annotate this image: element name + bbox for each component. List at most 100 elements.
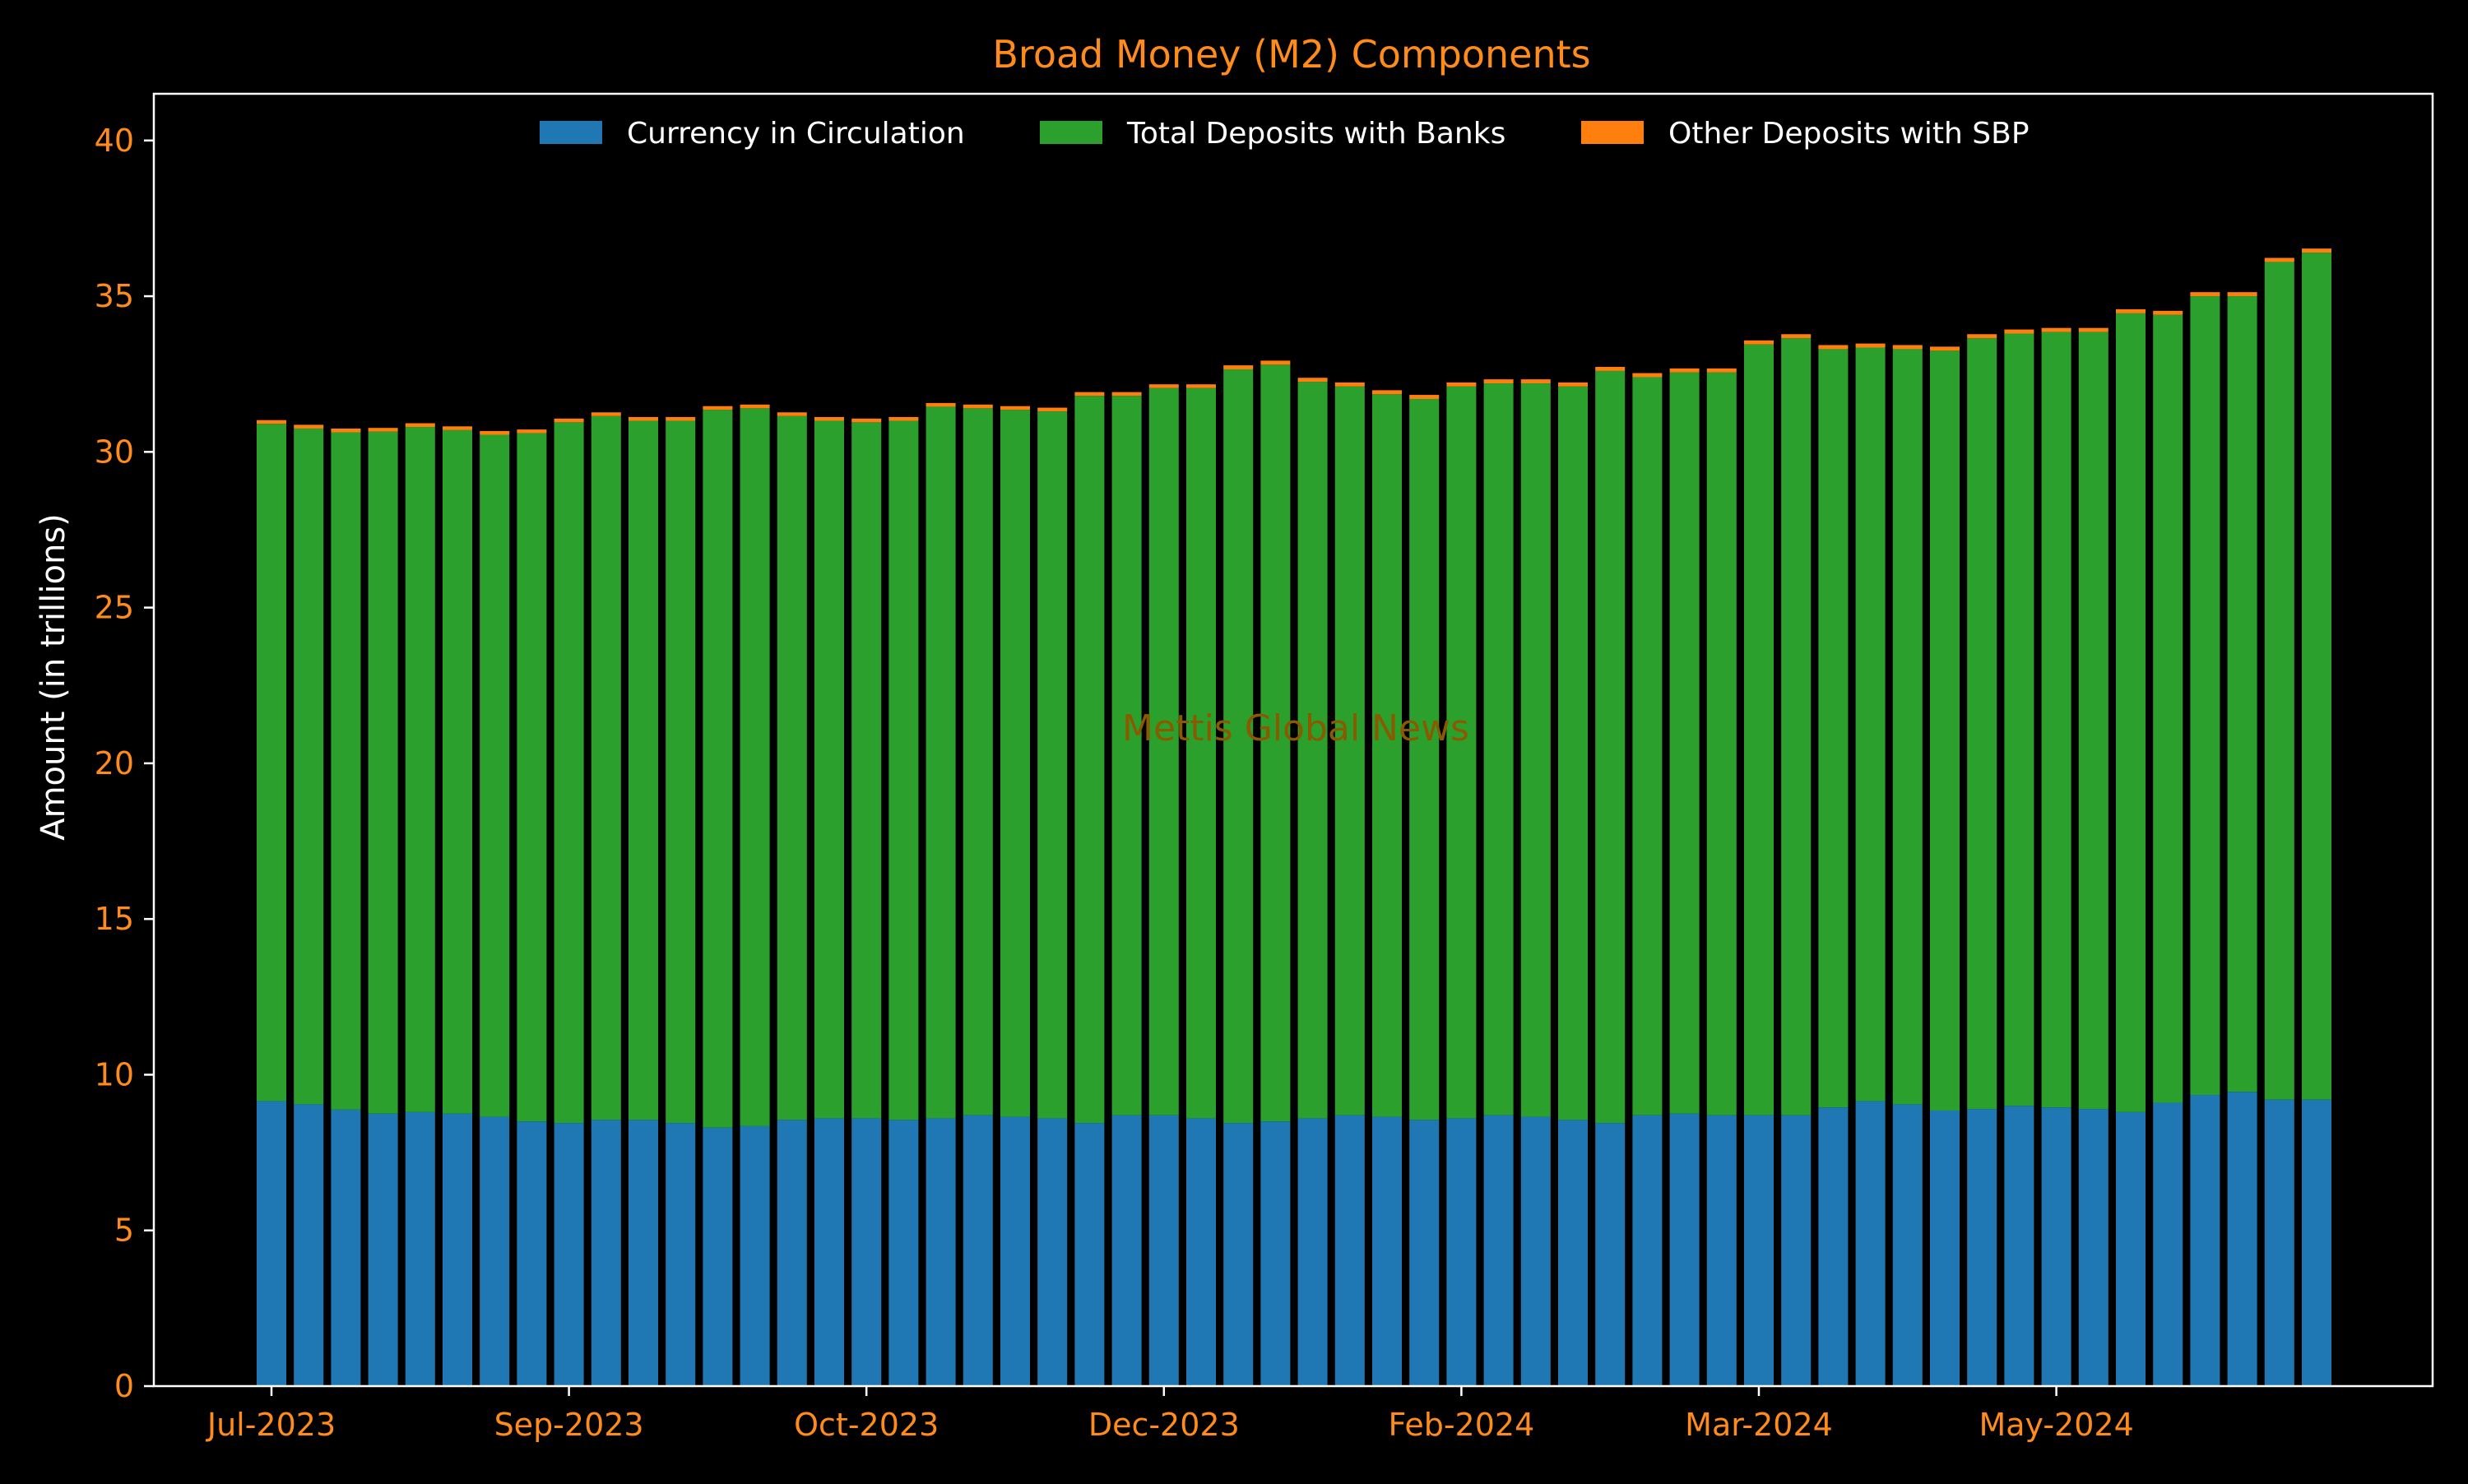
bar-segment-currency-5: [443, 1113, 472, 1386]
bar-segment-currency-27: [1260, 1121, 1291, 1386]
legend-label-deposits: Total Deposits with Banks: [1126, 117, 1505, 151]
bar-segment-other-sbp-54: [2264, 257, 2294, 262]
bar-segment-deposits-30: [1372, 394, 1402, 1117]
bar-segment-deposits-41: [1781, 338, 1812, 1115]
bar-segment-currency-30: [1372, 1116, 1402, 1386]
y-tick-label-10: 10: [95, 1056, 134, 1092]
bar-segment-deposits-11: [666, 420, 696, 1124]
bar-segment-currency-0: [257, 1101, 286, 1386]
y-axis-ticks: 0 5 10 15 20 25 30 35 40: [95, 123, 154, 1404]
y-tick-label-30: 30: [95, 434, 134, 470]
bar-segment-other-sbp-12: [703, 406, 733, 410]
bar-segment-currency-44: [1892, 1104, 1923, 1386]
bar-segment-other-sbp-7: [517, 429, 547, 434]
y-axis-label: Amount (in trillions): [35, 513, 72, 841]
bar-segment-other-sbp-18: [926, 402, 956, 407]
bar-segment-other-sbp-46: [1967, 334, 1997, 339]
bar-segment-currency-7: [517, 1121, 547, 1386]
bar-segment-other-sbp-52: [2190, 292, 2220, 297]
bar-segment-currency-31: [1409, 1120, 1440, 1386]
bar-segment-other-sbp-21: [1037, 407, 1068, 412]
bar-segment-currency-34: [1520, 1116, 1551, 1386]
bar-segment-deposits-33: [1483, 383, 1514, 1115]
bar-segment-deposits-35: [1558, 386, 1588, 1120]
bar-segment-other-sbp-27: [1260, 360, 1291, 365]
bar-segment-currency-3: [368, 1113, 398, 1386]
bar-segment-currency-24: [1148, 1115, 1179, 1386]
bar-segment-deposits-2: [331, 432, 361, 1110]
bar-segment-deposits-22: [1074, 396, 1105, 1124]
bar-segment-deposits-48: [2041, 332, 2071, 1108]
bar-segment-other-sbp-14: [777, 412, 807, 416]
bar-segment-currency-13: [740, 1125, 770, 1386]
bar-segment-currency-38: [1669, 1113, 1700, 1386]
bar-segment-deposits-8: [554, 422, 584, 1124]
bar-segment-currency-23: [1111, 1115, 1142, 1386]
bar-segment-currency-16: [851, 1118, 882, 1386]
bar-segment-currency-29: [1334, 1115, 1365, 1386]
bar-segment-other-sbp-5: [443, 426, 472, 430]
bar-segment-deposits-1: [294, 428, 324, 1105]
bar-segment-currency-41: [1781, 1115, 1812, 1386]
bar-segment-currency-28: [1297, 1118, 1328, 1386]
bar-segment-deposits-47: [2004, 333, 2034, 1106]
bar-segment-other-sbp-55: [2302, 248, 2331, 253]
bar-segment-currency-21: [1037, 1118, 1068, 1386]
bar-segment-deposits-37: [1632, 377, 1663, 1115]
bar-segment-other-sbp-42: [1818, 345, 1849, 350]
bar-segment-currency-22: [1074, 1123, 1105, 1386]
bar-segment-deposits-31: [1409, 398, 1440, 1120]
bar-segment-currency-9: [591, 1120, 621, 1386]
bar-segment-other-sbp-51: [2153, 310, 2183, 315]
bar-segment-other-sbp-29: [1334, 382, 1365, 387]
bar-segment-other-sbp-31: [1409, 395, 1440, 399]
bar-segment-currency-12: [703, 1127, 733, 1386]
y-tick-label-35: 35: [95, 278, 134, 314]
bar-segment-deposits-24: [1148, 387, 1179, 1115]
bar-segment-deposits-18: [926, 406, 956, 1119]
bar-segment-deposits-54: [2264, 262, 2294, 1100]
bar-segment-currency-18: [926, 1118, 956, 1386]
bar-segment-other-sbp-47: [2004, 329, 2034, 334]
bar-segment-deposits-53: [2227, 296, 2257, 1092]
bar-segment-currency-40: [1744, 1115, 1774, 1386]
bar-segment-deposits-44: [1892, 349, 1923, 1105]
x-tick-label-40: Mar-2024: [1685, 1407, 1833, 1443]
bar-segment-currency-46: [1967, 1109, 1997, 1386]
bar-segment-deposits-5: [443, 429, 472, 1114]
bar-segment-other-sbp-0: [257, 420, 286, 424]
bar-segment-deposits-7: [517, 433, 547, 1122]
bar-segment-other-sbp-9: [591, 412, 621, 416]
bar-segment-other-sbp-20: [1000, 406, 1030, 410]
bar-segment-currency-51: [2153, 1102, 2183, 1386]
bar-segment-other-sbp-17: [888, 416, 919, 421]
bar-segment-other-sbp-22: [1074, 392, 1105, 397]
bar-segment-deposits-36: [1595, 370, 1626, 1124]
bar-segment-currency-36: [1595, 1123, 1626, 1386]
bar-segment-deposits-16: [851, 422, 882, 1119]
x-tick-label-0: Jul-2023: [206, 1407, 336, 1443]
bar-segment-currency-19: [963, 1115, 993, 1386]
bar-segment-currency-37: [1632, 1115, 1663, 1386]
legend-swatch-currency: [540, 121, 602, 144]
legend-swatch-deposits: [1040, 121, 1102, 144]
y-tick-label-20: 20: [95, 745, 134, 781]
bar-segment-currency-17: [888, 1120, 919, 1386]
bar-segment-currency-11: [666, 1123, 696, 1386]
bar-segment-other-sbp-26: [1223, 365, 1254, 370]
bar-segment-other-sbp-39: [1706, 368, 1737, 373]
bar-segment-other-sbp-24: [1148, 384, 1179, 388]
bar-segment-other-sbp-45: [1930, 346, 1960, 351]
bar-segment-currency-6: [480, 1116, 510, 1386]
bar-segment-deposits-3: [368, 431, 398, 1114]
bar-segment-currency-8: [554, 1123, 584, 1386]
bar-segment-other-sbp-19: [963, 404, 993, 409]
x-tick-label-48: May-2024: [1979, 1407, 2133, 1443]
bar-segment-deposits-46: [1967, 338, 1997, 1110]
bar-segment-other-sbp-53: [2227, 292, 2257, 297]
bar-segment-other-sbp-23: [1111, 392, 1142, 397]
bars-layer: [257, 248, 2331, 1386]
bar-segment-other-sbp-2: [331, 428, 361, 433]
bar-segment-deposits-13: [740, 408, 770, 1126]
bar-segment-currency-25: [1186, 1118, 1216, 1386]
